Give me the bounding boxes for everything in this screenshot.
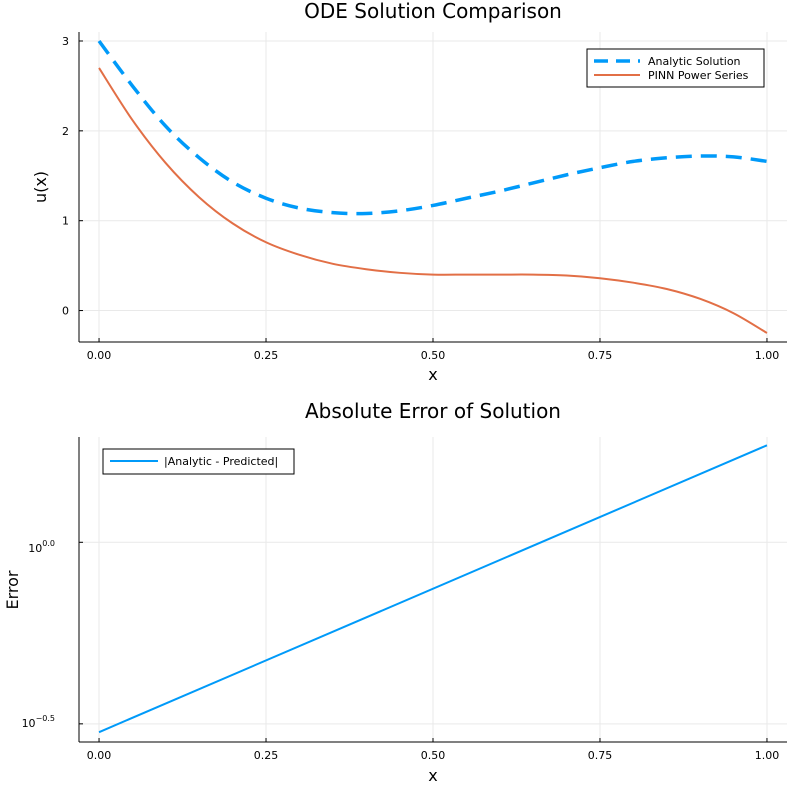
x-tick-label: 0.50 xyxy=(421,749,446,762)
x-tick-label: 0.25 xyxy=(254,749,279,762)
x-tick-labels: 0.00 0.25 0.50 0.75 1.00 xyxy=(87,349,779,362)
x-tick-label: 1.00 xyxy=(755,749,780,762)
chart-title: ODE Solution Comparison xyxy=(304,0,562,23)
y-tick-label: 0 xyxy=(62,305,69,318)
x-tick-label: 0.00 xyxy=(87,749,112,762)
y-tick-label: 100.0 xyxy=(28,539,55,555)
y-tick-label: 1 xyxy=(62,215,69,228)
series-group xyxy=(97,39,768,334)
legend-box xyxy=(586,48,765,88)
series-line-error xyxy=(98,444,768,734)
x-tick-label: 0.00 xyxy=(87,349,112,362)
x-tick-labels: 0.00 0.25 0.50 0.75 1.00 xyxy=(87,749,779,762)
series-line-pinn xyxy=(98,67,768,334)
panel-absolute-error: Absolute Error of Solution 0.00 0.25 0.50 0… xyxy=(3,399,787,785)
series-group xyxy=(98,444,768,734)
y-tick-label: 3 xyxy=(62,35,69,48)
x-tick-label: 0.25 xyxy=(254,349,279,362)
legend-label-pinn: PINN Power Series xyxy=(648,69,749,82)
x-tick-label: 0.75 xyxy=(588,749,613,762)
series-line-analytic xyxy=(97,39,768,216)
legend: |Analytic - Predicted| xyxy=(102,448,295,475)
legend: Analytic Solution PINN Power Series xyxy=(586,48,765,88)
y-tick-labels: 100.0 10−0.5 xyxy=(22,539,55,730)
legend-label-analytic: Analytic Solution xyxy=(648,55,741,68)
grid xyxy=(79,32,787,342)
x-tick-label: 0.50 xyxy=(421,349,446,362)
panel-ode-solution: ODE Solution Comparison 0.00 0.25 0.50 0.75… xyxy=(31,0,787,384)
y-tick-label: 2 xyxy=(62,125,69,138)
x-tick-label: 0.75 xyxy=(588,349,613,362)
x-axis-label: x xyxy=(428,766,437,785)
y-tick-label: 10−0.5 xyxy=(22,714,55,730)
y-tick-labels: 0 1 2 3 xyxy=(62,35,69,318)
legend-label-error: |Analytic - Predicted| xyxy=(164,455,278,468)
x-tick-label: 1.00 xyxy=(755,349,780,362)
x-axis-label: x xyxy=(428,365,437,384)
y-axis-label: Error xyxy=(3,570,22,609)
chart-title: Absolute Error of Solution xyxy=(305,399,561,423)
y-axis-label: u(x) xyxy=(31,171,50,203)
